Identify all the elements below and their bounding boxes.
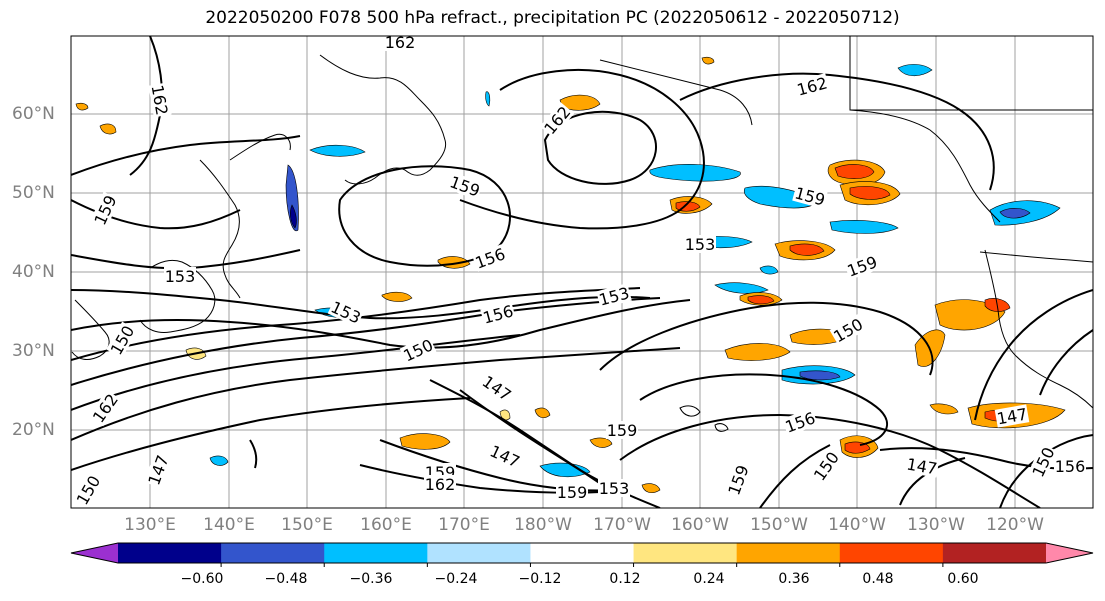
lat-label-60n: 60°N [12,104,55,124]
contour-label: 162 [424,475,456,494]
lon-label-120w: 120°W [986,515,1044,535]
svg-text:147: 147 [479,372,515,405]
colorbar-swatch [324,543,428,563]
contour-label: 147 [486,441,524,472]
svg-text:153: 153 [685,235,716,254]
colorbar-swatch [633,543,738,563]
colorbar-tick-label: −0.48 [264,571,308,587]
map-layer [71,36,1093,508]
svg-text:153: 153 [597,283,631,309]
colorbar-tick-label: 0.48 [862,571,894,587]
contour-label: 147 [144,451,173,489]
colorbar-tick-label: −0.36 [349,571,393,587]
contour-label: 159 [724,461,753,499]
coastlines [71,36,1093,432]
colorbar-swatch [427,543,531,563]
contour-label: 153 [327,297,365,328]
svg-text:156: 156 [1055,457,1086,476]
svg-text:147: 147 [144,453,172,488]
lon-label-160e: 160°E [360,515,412,535]
lon-label-180w: 180°W [514,515,572,535]
contour-label: 159 [556,483,588,502]
colorbar-swatch [942,543,1047,563]
colorbar-tick-label: 0.24 [693,571,725,587]
contour-label: 159 [843,252,881,281]
lat-label-30n: 30°N [12,341,55,361]
svg-text:159: 159 [557,483,588,502]
colorbar-tick-label: 0.36 [778,571,810,587]
map-title: 2022050200 F078 500 hPa refract., precip… [205,8,900,28]
contour-label: 156 [1054,457,1086,476]
svg-text:159: 159 [447,172,482,200]
colorbar [70,542,1094,567]
svg-text:159: 159 [845,252,880,280]
lat-label-40n: 40°N [12,262,55,282]
contour-label: 162 [147,82,172,118]
colorbar-swatch [736,543,841,563]
lat-label-50n: 50°N [12,183,55,203]
lon-label-150e: 150°E [281,515,333,535]
colorbar-extend-high [1046,543,1093,563]
svg-text:156: 156 [473,244,508,272]
colorbar-swatch [221,543,325,563]
contour-label: 153 [164,267,196,286]
contour-label: 159 [446,172,484,201]
contour-label: 162 [794,73,830,100]
contour-label: 150 [106,321,139,359]
contour-label: 147 [904,454,940,479]
svg-text:150: 150 [107,322,139,358]
svg-text:162: 162 [795,73,829,99]
contour-label: 153 [596,283,632,310]
lon-label-130w: 130°W [907,515,965,535]
contour-label: 156 [480,301,516,328]
lon-label-170e: 170°E [438,515,490,535]
lon-label-170w: 170°W [593,515,651,535]
lon-label-140e: 140°E [203,515,255,535]
lon-label-140w: 140°W [828,515,886,535]
svg-text:147: 147 [905,454,938,478]
contour-label: 159 [90,191,121,229]
colorbar-swatch [530,543,635,563]
svg-text:156: 156 [481,301,515,327]
contour-label: 162 [384,33,416,52]
contour-label: 153 [598,479,630,498]
lon-label-130e: 130°E [124,515,176,535]
lon-label-160w: 160°W [671,515,729,535]
svg-text:153: 153 [599,479,630,498]
svg-text:162: 162 [385,33,416,52]
contour-label: 156 [781,408,819,437]
colorbar-tick-label: 0.12 [609,571,641,587]
colorbar-swatch [839,543,944,563]
svg-text:159: 159 [724,463,752,498]
svg-text:159: 159 [607,421,638,440]
svg-text:153: 153 [165,267,196,286]
precip-positive-areas [75,56,1066,494]
colorbar-tick-label: −0.24 [434,571,478,587]
lat-label-20n: 20°N [12,420,55,440]
precip-negative-areas [209,64,1061,478]
contour-label: 156 [471,244,509,273]
colorbar-outline [70,542,1094,564]
colorbar-tick-label: 0.60 [947,571,979,587]
colorbar-extend-low [71,543,118,563]
contour-label: 153 [684,235,716,254]
contour-label: 150 [399,335,437,366]
contour-label: 147 [478,371,516,405]
contour-label: 159 [606,421,638,440]
lon-label-150w: 150°W [750,515,808,535]
colorbar-tick-label: −0.60 [180,571,224,587]
svg-text:150: 150 [73,472,105,508]
svg-text:162: 162 [147,83,171,116]
contour-label: 147 [994,404,1030,429]
map-frame [70,35,1094,509]
colorbar-tick-label: −0.12 [518,571,562,587]
colorbar-swatch [118,543,222,563]
contour-label: 150 [72,471,105,509]
svg-text:162: 162 [425,475,456,494]
svg-text:156: 156 [783,408,818,436]
